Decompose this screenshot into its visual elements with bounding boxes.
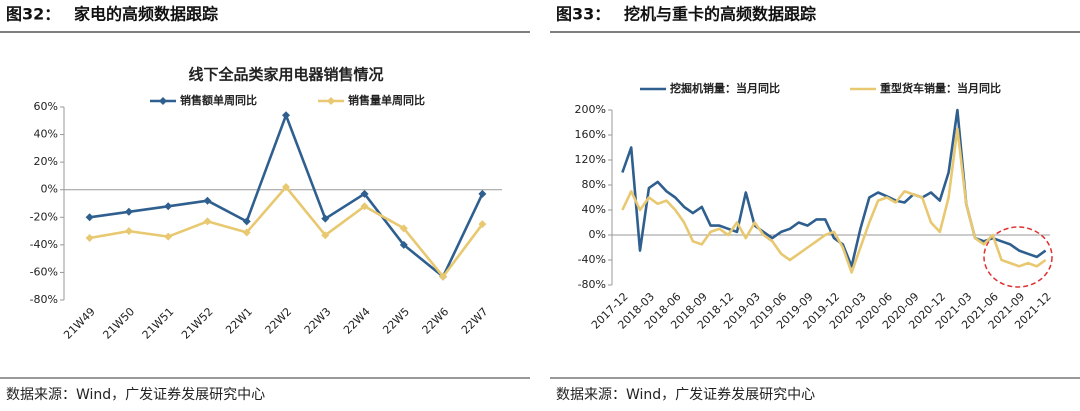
point-marker	[439, 272, 448, 281]
point-marker	[282, 182, 290, 191]
x-tick-label: 21W50	[100, 305, 137, 342]
y-tick-label: 60%	[34, 100, 58, 113]
y-tick-label: 200%	[575, 103, 606, 116]
point-marker	[85, 213, 94, 222]
x-tick-label: 21W49	[61, 305, 98, 342]
x-tick-label: 22W5	[380, 305, 412, 337]
point-marker	[203, 196, 212, 205]
figure-label: 图32：	[6, 5, 60, 24]
figure-caption: 家电的高频数据跟踪	[74, 5, 218, 24]
point-marker	[360, 202, 369, 211]
series-line	[89, 185, 484, 278]
legend-marker	[159, 97, 167, 105]
y-tick-label: 120%	[575, 153, 606, 166]
source-note: 数据来源：Wind，广发证券发展研究中心	[6, 387, 265, 403]
point-marker	[399, 224, 408, 233]
x-tick-label: 22W3	[302, 305, 334, 337]
point-marker	[85, 233, 94, 242]
y-tick-label: -40%	[578, 253, 606, 266]
x-tick-label: 21W52	[179, 305, 216, 342]
point-marker	[242, 228, 251, 237]
y-tick-label: -60%	[30, 265, 58, 278]
series-line	[621, 127, 1047, 274]
x-tick-label: 22W7	[459, 305, 491, 337]
point-marker	[478, 189, 487, 198]
legend-label: 销售额单周同比	[180, 93, 257, 107]
x-tick-label: 22W2	[263, 305, 295, 337]
point-marker	[203, 217, 212, 226]
y-tick-label: 40%	[34, 128, 58, 141]
y-tick-label: 40%	[582, 203, 606, 216]
y-tick-label: 160%	[575, 128, 606, 141]
x-tick-label: 21W51	[140, 305, 177, 342]
point-marker	[124, 227, 133, 236]
point-marker	[124, 207, 133, 216]
x-tick-label: 22W1	[223, 305, 255, 337]
y-tick-label: -80%	[30, 293, 58, 306]
y-tick-label: -40%	[30, 238, 58, 251]
point-marker	[164, 202, 173, 211]
y-tick-label: 0%	[41, 183, 58, 196]
legend-label: 销售量单周同比	[348, 93, 425, 107]
point-marker	[478, 220, 487, 229]
point-marker	[399, 240, 408, 249]
figure-caption: 挖机与重卡的高频数据跟踪	[624, 5, 816, 24]
figure-label: 图33：	[556, 5, 610, 24]
point-marker	[282, 111, 290, 120]
x-tick-label: 22W6	[420, 305, 452, 337]
point-marker	[360, 189, 369, 198]
legend-label: 挖掘机销量：当月同比	[670, 81, 780, 95]
point-marker	[242, 217, 251, 226]
point-marker	[164, 232, 173, 241]
x-tick-label: 22W4	[341, 305, 373, 337]
y-tick-label: 0%	[589, 228, 606, 241]
point-marker	[321, 214, 330, 223]
highlight-circle	[983, 226, 1053, 288]
legend-label: 重型货车销量：当月同比	[880, 81, 1001, 95]
chart-title: 线下全品类家用电器销售情况	[188, 66, 383, 84]
y-tick-label: 80%	[582, 178, 606, 191]
legend-marker	[327, 97, 335, 105]
point-marker	[321, 231, 330, 240]
source-note: 数据来源：Wind，广发证券发展研究中心	[556, 387, 815, 403]
y-tick-label: -20%	[30, 210, 58, 223]
y-tick-label: 20%	[34, 155, 58, 168]
y-tick-label: -80%	[578, 278, 606, 291]
